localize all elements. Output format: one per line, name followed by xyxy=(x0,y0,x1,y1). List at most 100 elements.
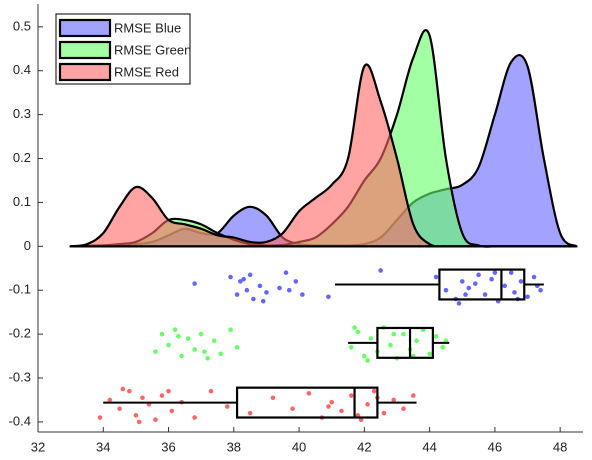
data-point xyxy=(192,347,197,352)
data-point xyxy=(185,336,191,341)
data-point xyxy=(508,270,514,275)
data-point xyxy=(153,417,158,423)
y-tick-label: -0.1 xyxy=(9,282,31,297)
y-tick-label: -0.2 xyxy=(9,326,31,341)
y-tick-label: -0.3 xyxy=(9,369,31,384)
data-point xyxy=(202,349,207,354)
legend-label: RMSE Red xyxy=(114,64,179,79)
data-point xyxy=(326,404,331,409)
data-point xyxy=(300,292,305,297)
data-point xyxy=(169,408,175,414)
data-point xyxy=(136,419,142,425)
data-point xyxy=(512,290,517,295)
legend-swatch xyxy=(58,62,112,82)
x-tick-label: 40 xyxy=(292,439,306,454)
data-point xyxy=(247,410,253,416)
data-point xyxy=(339,408,344,414)
data-point xyxy=(306,391,312,396)
data-point xyxy=(410,393,416,398)
data-point xyxy=(172,327,178,333)
data-point xyxy=(286,287,292,293)
data-point xyxy=(159,393,165,398)
x-tick-label: 44 xyxy=(422,439,436,454)
data-point xyxy=(365,358,370,363)
data-point xyxy=(208,388,214,394)
data-point xyxy=(440,344,445,350)
data-point xyxy=(525,294,530,300)
data-point xyxy=(293,279,299,284)
data-point xyxy=(251,296,256,302)
data-point xyxy=(228,274,233,280)
data-point xyxy=(228,327,233,333)
data-point xyxy=(107,397,113,403)
data-point xyxy=(348,344,354,350)
x-tick-label: 32 xyxy=(31,439,45,454)
data-point xyxy=(433,334,439,339)
legend-swatch xyxy=(58,18,112,38)
data-point xyxy=(492,270,498,275)
data-point xyxy=(234,292,240,297)
box xyxy=(235,386,379,419)
data-point xyxy=(391,397,397,403)
box xyxy=(438,268,526,301)
data-point xyxy=(443,338,449,343)
data-point xyxy=(427,351,432,357)
data-point xyxy=(348,393,354,398)
data-point xyxy=(97,415,103,420)
x-tick-label: 38 xyxy=(227,439,241,454)
y-tick-label: 0.3 xyxy=(13,106,31,121)
data-point xyxy=(329,399,335,405)
data-point xyxy=(260,298,266,304)
data-point xyxy=(264,290,269,295)
x-tick-label: 42 xyxy=(357,439,371,454)
data-point xyxy=(443,287,449,293)
data-point xyxy=(127,388,132,394)
data-point xyxy=(473,281,478,286)
box xyxy=(376,326,434,359)
data-point xyxy=(466,285,472,291)
y-tick-label: 0 xyxy=(24,238,31,253)
data-point xyxy=(401,331,406,337)
x-tick-label: 36 xyxy=(161,439,175,454)
legend-label: RMSE Blue xyxy=(114,20,181,35)
x-tick-label: 48 xyxy=(553,439,567,454)
data-point xyxy=(365,402,370,407)
data-point xyxy=(120,386,126,392)
data-point xyxy=(140,395,145,401)
y-tick-label: 0.4 xyxy=(13,62,31,77)
y-tick-label: 0.1 xyxy=(13,194,31,209)
data-point xyxy=(459,279,465,284)
data-point xyxy=(518,279,524,284)
data-point xyxy=(381,410,387,416)
y-tick-label: -0.4 xyxy=(9,413,31,428)
data-point xyxy=(176,334,181,339)
legend: RMSE Blue RMSE Green RMSE Red xyxy=(55,13,191,85)
data-point xyxy=(368,336,374,341)
data-point xyxy=(192,415,197,420)
data-point xyxy=(244,287,250,293)
data-point xyxy=(433,274,439,280)
data-point xyxy=(401,406,406,412)
data-point xyxy=(218,351,224,357)
data-point xyxy=(198,331,204,337)
legend-swatch xyxy=(58,40,112,60)
data-point xyxy=(463,292,468,297)
data-point xyxy=(371,388,377,394)
data-point xyxy=(355,329,361,335)
data-point xyxy=(270,395,276,401)
legend-label: RMSE Green xyxy=(114,42,191,57)
data-point xyxy=(414,338,419,343)
data-point xyxy=(538,287,543,293)
data-point xyxy=(290,406,295,412)
x-tick-label: 46 xyxy=(488,439,502,454)
data-point xyxy=(192,281,197,286)
data-point xyxy=(241,276,246,282)
data-point xyxy=(476,272,481,278)
data-point xyxy=(234,344,240,350)
data-point xyxy=(531,274,537,280)
data-point xyxy=(326,294,331,300)
data-point xyxy=(133,413,139,418)
data-point xyxy=(362,353,367,359)
data-point xyxy=(166,388,171,394)
